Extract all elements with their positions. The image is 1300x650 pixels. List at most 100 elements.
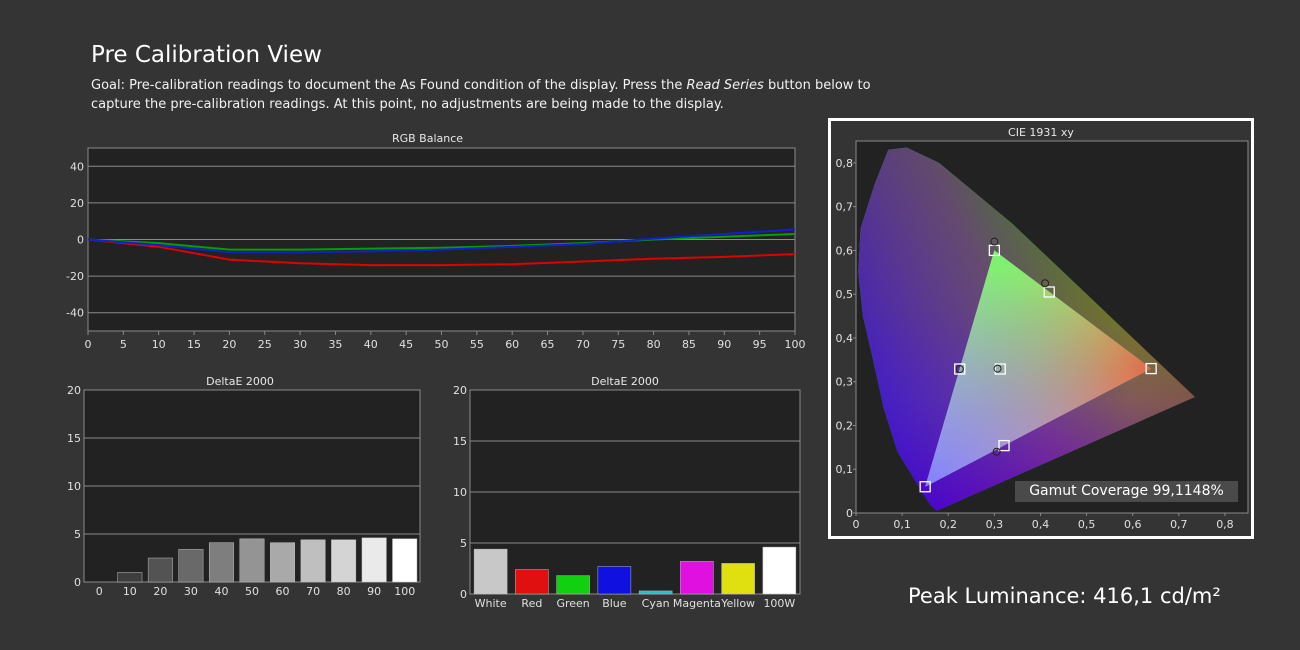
x-tick-label: 0,6 [1124, 518, 1142, 531]
x-tick-label: 0,5 [1078, 518, 1096, 531]
y-tick-label: 0,8 [836, 157, 854, 170]
x-tick-label: 0 [85, 338, 92, 351]
series-line-1 [87, 233, 796, 251]
y-tick-label: 0 [846, 507, 853, 520]
x-tick-label: 40 [214, 585, 228, 598]
bar [117, 572, 143, 583]
bar [270, 542, 296, 583]
measured-marker [955, 365, 964, 374]
target-marker [954, 363, 966, 375]
peak-luminance: Peak Luminance: 416,1 cd/m² [908, 584, 1221, 608]
bar [515, 569, 549, 595]
y-tick-label: 20 [67, 384, 81, 397]
x-tick-label: 100W [763, 597, 795, 610]
y-tick-label: 20 [453, 384, 467, 397]
x-tick-label: 30 [293, 338, 307, 351]
bar [473, 548, 508, 595]
x-tick-label: 20 [153, 585, 167, 598]
x-tick-label: Cyan [642, 597, 670, 610]
x-tick-label: 90 [717, 338, 731, 351]
y-tick-label: 0,3 [836, 376, 854, 389]
x-tick-label: 60 [505, 338, 519, 351]
goal-emph: Read Series [686, 78, 764, 93]
deltae-colors-chart: DeltaE 2000 20 15 10 5 0 White Red Green Blue Cya… [440, 372, 810, 612]
x-tick-label: 0,3 [986, 518, 1004, 531]
y-tick-label: 0 [77, 234, 84, 247]
target-marker [919, 481, 931, 493]
x-tick-label: Yellow [720, 597, 755, 610]
bar [147, 557, 173, 583]
x-tick-label: 90 [367, 585, 381, 598]
x-tick-label: 80 [337, 585, 351, 598]
target-marker [994, 363, 1006, 375]
x-tick-label: 45 [399, 338, 413, 351]
x-tick-label: 10 [152, 338, 166, 351]
x-tick-label: Magenta [673, 597, 721, 610]
bar [208, 542, 234, 583]
rgb-balance-chart: RGB Balance 40 20 0 -20 -40 0 5 10 15 20 25 30 35 40 4… [40, 128, 815, 360]
page-title: Pre Calibration View [91, 42, 322, 68]
bar [556, 575, 590, 595]
x-tick-label: 70 [306, 585, 320, 598]
target-marker [1043, 286, 1055, 298]
cie-1931-chart: CIE 1931 xy 0 0,1 0,2 0,3 0,4 0,5 0,6 0,7 0,8 0,8… [828, 118, 1254, 539]
bar [239, 538, 265, 583]
bar [300, 539, 326, 583]
bar [392, 538, 418, 583]
x-tick-label: 55 [470, 338, 484, 351]
deltae-colors-plot: 20 15 10 5 0 White Red Green Blue Cyan Magenta Yell… [453, 384, 801, 610]
x-tick-label: 100 [394, 585, 415, 598]
bar [638, 590, 673, 595]
y-tick-label: 0 [74, 576, 81, 589]
x-tick-label: 0 [96, 585, 103, 598]
x-tick-label: 75 [611, 338, 625, 351]
target-marker [998, 439, 1010, 452]
x-tick-label: 70 [576, 338, 590, 351]
measured-marker [992, 447, 1001, 456]
x-tick-label: 40 [364, 338, 378, 351]
rgb-balance-plot: 40 20 0 -20 -40 0 5 10 15 20 25 30 35 40 45 50 55 60 65 70 7… [66, 147, 806, 351]
x-tick-label: 0,2 [939, 518, 957, 531]
x-tick-label: 0,4 [1032, 518, 1050, 531]
x-tick-label: 35 [328, 338, 342, 351]
y-tick-label: 0 [460, 588, 467, 601]
cie-1931-plot: 0 0,1 0,2 0,3 0,4 0,5 0,6 0,7 0,8 0,8 0,7 0,6 0,5 0,4… [836, 140, 1249, 531]
rgb-balance-title: RGB Balance [391, 132, 464, 145]
x-tick-label: 50 [245, 585, 259, 598]
y-tick-label: 15 [453, 435, 467, 448]
bar [331, 539, 357, 583]
x-tick-label: 15 [187, 338, 201, 351]
y-tick-label: 40 [70, 160, 84, 173]
x-tick-label: 30 [184, 585, 198, 598]
deltae-colors-title: DeltaE 2000 [591, 375, 659, 388]
series-line-2 [87, 228, 796, 254]
y-tick-label: 5 [74, 528, 81, 541]
gamut-coverage-label: Gamut Coverage 99,1148% [1015, 481, 1238, 502]
y-tick-label: 5 [460, 537, 467, 550]
bar [721, 563, 755, 595]
x-tick-label: White [475, 597, 507, 610]
bar [597, 566, 632, 595]
y-tick-label: -40 [66, 307, 84, 320]
y-tick-label: 15 [67, 432, 81, 445]
goal-text: Goal: Pre-calibration readings to docume… [91, 76, 871, 114]
y-tick-label: 0,6 [836, 244, 854, 257]
y-tick-label: 0,2 [836, 419, 854, 432]
y-tick-label: 10 [453, 486, 467, 499]
y-tick-label: 10 [67, 480, 81, 493]
x-tick-label: 0,8 [1216, 518, 1234, 531]
x-tick-label: 95 [753, 338, 767, 351]
x-tick-label: Blue [602, 597, 627, 610]
series-line-0 [87, 238, 796, 267]
y-tick-label: 0,1 [836, 463, 854, 476]
x-tick-label: 5 [120, 338, 127, 351]
measured-marker [1041, 279, 1050, 288]
x-tick-label: Green [556, 597, 589, 610]
x-tick-label: 20 [222, 338, 236, 351]
goal-prefix: Goal: Pre-calibration readings to docume… [91, 78, 687, 93]
x-tick-label: 65 [541, 338, 555, 351]
x-tick-label: 85 [682, 338, 696, 351]
x-tick-label: 0,7 [1170, 518, 1188, 531]
y-tick-label: 0,5 [836, 288, 854, 301]
measured-marker [993, 364, 1002, 373]
